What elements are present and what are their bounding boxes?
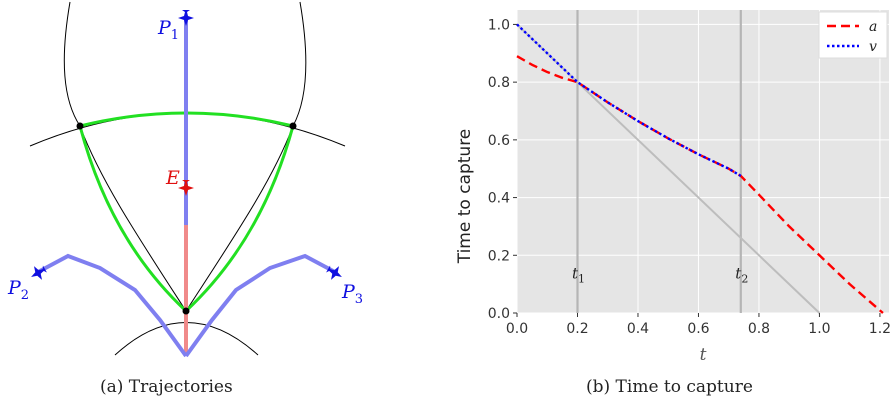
series-line-reference	[516, 23, 821, 314]
plane-icon	[31, 265, 47, 280]
trajectories-diagram: P1 E P2 P3	[7, 1, 363, 358]
plot-area	[517, 10, 889, 313]
pursuer-2-path	[37, 253, 188, 358]
y-tick-label: 0.2	[488, 248, 510, 264]
x-tick-label: 1.0	[808, 321, 830, 337]
intersection-dot	[76, 122, 84, 130]
legend-label: v	[869, 39, 877, 55]
y-tick-label: 0.8	[488, 75, 510, 91]
series-line-v	[516, 23, 742, 177]
plane-icon	[178, 180, 194, 196]
arc-left	[63, 1, 187, 312]
x-tick-label: 1.2	[869, 321, 891, 337]
vertical-marker-label: t1	[572, 264, 585, 285]
x-tick-label: 0.2	[566, 321, 588, 337]
caption-b: (b) Time to capture	[586, 377, 753, 397]
y-tick-label: 0.6	[488, 133, 510, 149]
plane-icon	[326, 265, 342, 280]
legend-box	[818, 11, 888, 59]
arc-right	[185, 1, 307, 312]
x-tick-label: 0.0	[506, 321, 528, 337]
time-to-capture-chart: t1 t2 0.0 0.2 0.4 0.6 0.8 1.0 1.2 0.0 0.2 0.4 0.6 0.…	[455, 10, 891, 365]
label-p2: P2	[7, 277, 29, 303]
y-tick-label: 0.0	[488, 306, 510, 322]
intersection-dot	[182, 307, 190, 315]
x-axis-label: t	[700, 345, 707, 365]
label-p1: P1	[157, 17, 179, 43]
x-tick-label: 0.8	[748, 321, 770, 337]
plane-icon	[178, 10, 194, 26]
label-p3: P3	[341, 281, 363, 307]
legend: av	[818, 11, 888, 59]
y-tick-label: 0.4	[488, 191, 510, 207]
vertical-marker-label: t2	[735, 264, 748, 285]
pursuer-3-path	[184, 253, 336, 358]
x-tick-label: 0.4	[627, 321, 649, 337]
label-e: E	[165, 167, 180, 189]
y-tick-label: 1.0	[488, 17, 510, 33]
intersection-dot	[289, 122, 297, 130]
legend-label: a	[869, 19, 877, 35]
x-tick-label: 0.6	[687, 321, 709, 337]
y-axis-label: Time to capture	[455, 129, 475, 265]
caption-a: (a) Trajectories	[100, 377, 233, 397]
